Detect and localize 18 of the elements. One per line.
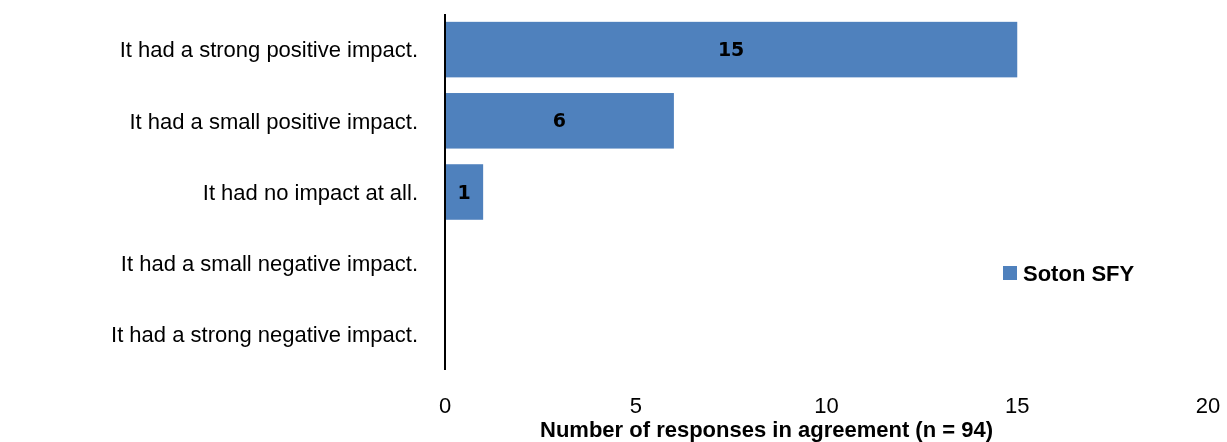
bar	[445, 21, 1018, 78]
y-tick-label: It had a strong negative impact.	[111, 322, 418, 348]
y-tick-label: It had a small positive impact.	[129, 108, 418, 134]
legend-label: Soton SFY	[1023, 260, 1135, 286]
bar	[445, 164, 484, 220]
bar	[445, 93, 674, 149]
data-label: 15	[717, 38, 745, 61]
y-tick-label: It had a small negative impact.	[120, 250, 418, 276]
x-tick-label: 20	[1195, 393, 1221, 418]
x-tick-label: 15	[1005, 393, 1030, 418]
x-axis-title: Number of responses in agreement (n = 94)	[540, 417, 993, 442]
y-tick-label: It had a strong positive impact.	[119, 37, 418, 63]
data-label: 6	[552, 109, 567, 132]
data-label: 1	[457, 180, 471, 203]
x-tick-label: 0	[438, 393, 452, 418]
x-tick-label: 10	[814, 393, 839, 418]
x-tick-label: 5	[629, 393, 642, 418]
y-tick-label: It had no impact at all.	[202, 179, 418, 205]
